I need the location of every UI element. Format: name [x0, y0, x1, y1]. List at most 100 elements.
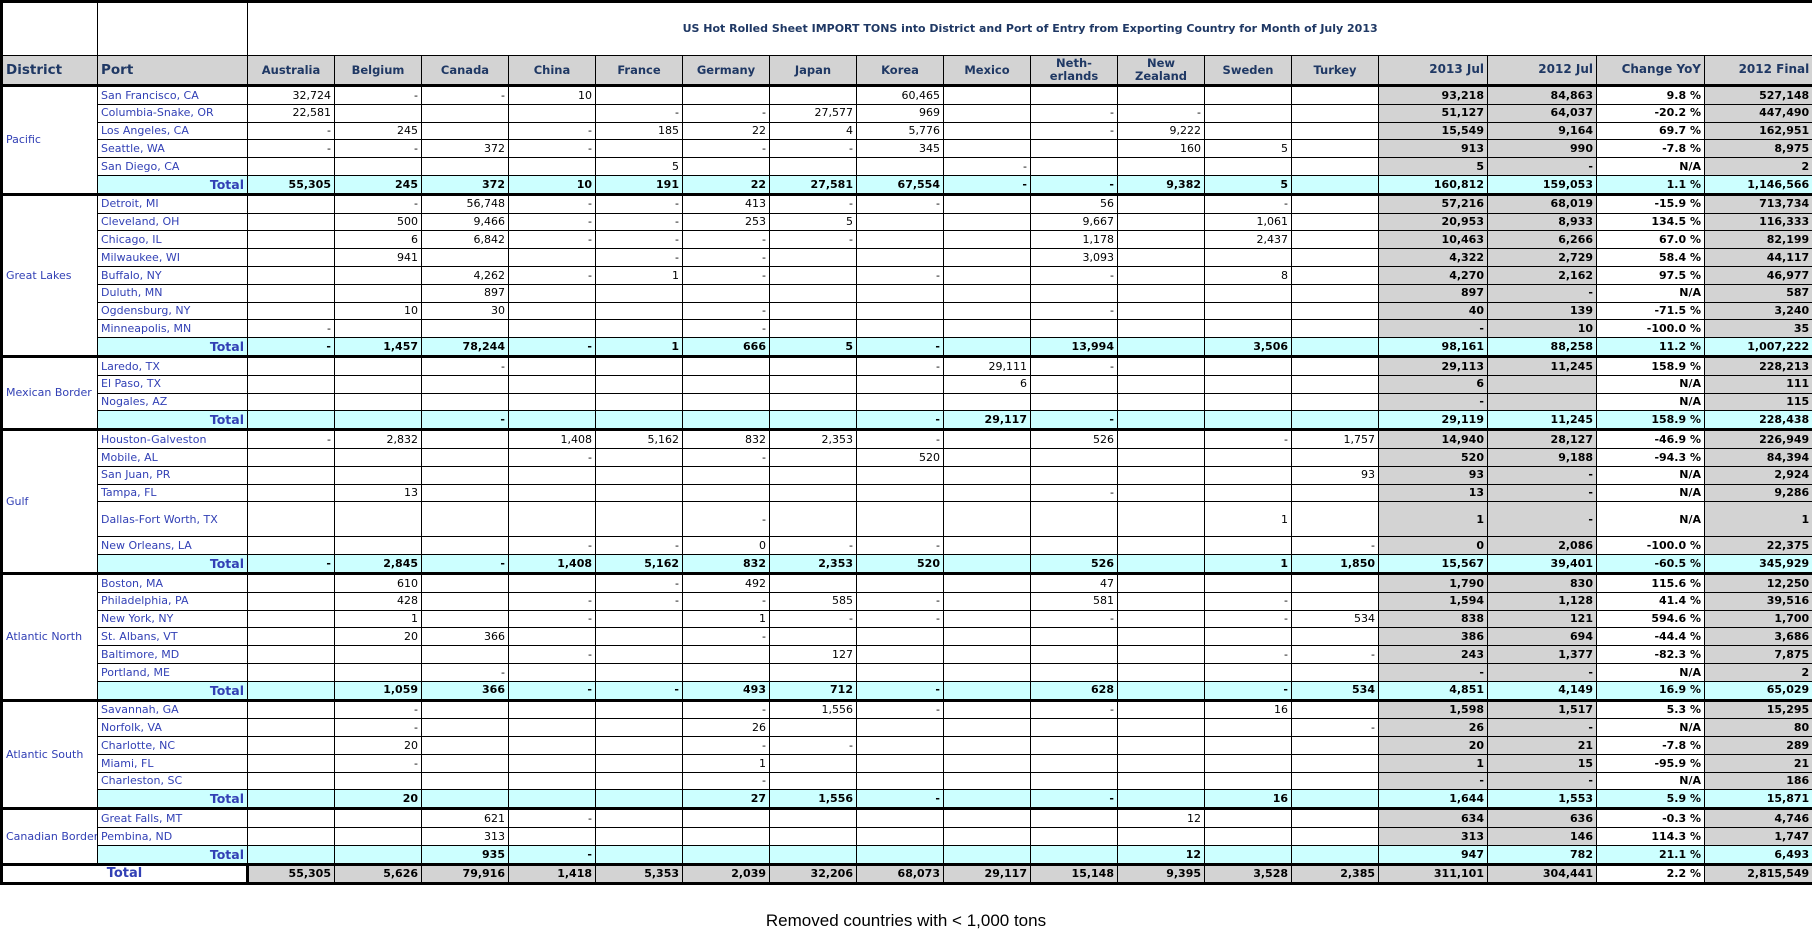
value-cell-new_zealand — [1118, 86, 1205, 105]
col-header-new_zealand: New Zealand — [1118, 56, 1205, 86]
total-value-cell-canada: - — [422, 555, 509, 574]
value-cell-france — [596, 719, 683, 737]
value-cell-jul2012: 2,086 — [1488, 537, 1597, 555]
value-cell-korea — [857, 320, 944, 338]
col-header-belgium: Belgium — [335, 56, 422, 86]
value-cell-new_zealand — [1118, 194, 1205, 213]
value-cell-jul2013: 838 — [1379, 610, 1488, 628]
value-cell-japan — [770, 448, 857, 466]
value-cell-new_zealand — [1118, 737, 1205, 755]
value-cell-australia — [248, 484, 335, 502]
port-cell: Cleveland, OH — [98, 213, 248, 231]
value-cell-china — [509, 828, 596, 846]
value-cell-jul2012: - — [1488, 484, 1597, 502]
total-value-cell-final2012: 65,029 — [1705, 681, 1812, 700]
total-value-cell-australia — [248, 790, 335, 809]
value-cell-germany: - — [683, 737, 770, 755]
value-cell-mexico — [944, 448, 1031, 466]
value-cell-korea — [857, 573, 944, 592]
district-cell-atlantic-south: Atlantic South — [2, 700, 98, 809]
port-cell: Savannah, GA — [98, 700, 248, 719]
value-cell-yoy: 114.3 % — [1597, 828, 1705, 846]
total-value-cell-yoy: -60.5 % — [1597, 555, 1705, 574]
value-cell-turkey — [1292, 448, 1379, 466]
value-cell-yoy: -95.9 % — [1597, 754, 1705, 772]
value-cell-canada — [422, 484, 509, 502]
district-cell-pacific: Pacific — [2, 86, 98, 195]
value-cell-final2012: 82,199 — [1705, 231, 1812, 249]
value-cell-germany: - — [683, 320, 770, 338]
value-cell-korea — [857, 502, 944, 537]
value-cell-belgium: 13 — [335, 484, 422, 502]
value-cell-sweden — [1205, 320, 1292, 338]
value-cell-china: - — [509, 213, 596, 231]
value-cell-china — [509, 628, 596, 646]
value-cell-australia — [248, 213, 335, 231]
value-cell-netherlands — [1031, 772, 1118, 790]
value-cell-canada: 56,748 — [422, 194, 509, 213]
grand-value-cell-germany: 2,039 — [683, 864, 770, 884]
value-cell-france: - — [596, 231, 683, 249]
total-value-cell-canada: 935 — [422, 845, 509, 864]
total-value-cell-netherlands: 628 — [1031, 681, 1118, 700]
value-cell-yoy: -100.0 % — [1597, 537, 1705, 555]
value-cell-japan — [770, 284, 857, 302]
value-cell-canada — [422, 158, 509, 176]
value-cell-belgium — [335, 663, 422, 681]
total-value-cell-france — [596, 790, 683, 809]
value-cell-france — [596, 140, 683, 158]
port-cell: New York, NY — [98, 610, 248, 628]
value-cell-germany — [683, 86, 770, 105]
value-cell-australia — [248, 628, 335, 646]
total-value-cell-mexico: - — [944, 175, 1031, 194]
value-cell-france: - — [596, 592, 683, 610]
value-cell-korea: - — [857, 356, 944, 375]
value-cell-korea — [857, 231, 944, 249]
value-cell-japan — [770, 628, 857, 646]
value-cell-china: - — [509, 646, 596, 664]
value-cell-japan: - — [770, 194, 857, 213]
value-cell-turkey — [1292, 158, 1379, 176]
total-value-cell-jul2012: 88,258 — [1488, 338, 1597, 357]
value-cell-china — [509, 249, 596, 267]
value-cell-final2012: 116,333 — [1705, 213, 1812, 231]
value-cell-new_zealand — [1118, 484, 1205, 502]
value-cell-new_zealand — [1118, 466, 1205, 484]
value-cell-france — [596, 393, 683, 411]
col-header-germany: Germany — [683, 56, 770, 86]
value-cell-jul2013: 20 — [1379, 737, 1488, 755]
value-cell-germany: - — [683, 140, 770, 158]
total-value-cell-china — [509, 790, 596, 809]
total-value-cell-yoy: 21.1 % — [1597, 845, 1705, 864]
district-cell-atlantic-north: Atlantic North — [2, 573, 98, 700]
value-cell-sweden: 1 — [1205, 502, 1292, 537]
value-cell-france — [596, 356, 683, 375]
value-cell-yoy: N/A — [1597, 484, 1705, 502]
port-cell: Portland, ME — [98, 663, 248, 681]
value-cell-new_zealand — [1118, 393, 1205, 411]
total-value-cell-mexico — [944, 338, 1031, 357]
value-cell-australia — [248, 663, 335, 681]
value-cell-yoy: 41.4 % — [1597, 592, 1705, 610]
value-cell-turkey — [1292, 320, 1379, 338]
value-cell-china — [509, 158, 596, 176]
value-cell-sweden: - — [1205, 610, 1292, 628]
total-value-cell-canada: 78,244 — [422, 338, 509, 357]
value-cell-jul2012: 1,517 — [1488, 700, 1597, 719]
value-cell-france — [596, 375, 683, 393]
total-value-cell-china: 10 — [509, 175, 596, 194]
value-cell-china: - — [509, 231, 596, 249]
value-cell-china — [509, 663, 596, 681]
value-cell-germany: - — [683, 231, 770, 249]
port-cell: Buffalo, NY — [98, 266, 248, 284]
value-cell-china — [509, 772, 596, 790]
grand-value-cell-new_zealand: 9,395 — [1118, 864, 1205, 884]
value-cell-belgium: 500 — [335, 213, 422, 231]
total-value-cell-jul2012: 11,245 — [1488, 411, 1597, 430]
